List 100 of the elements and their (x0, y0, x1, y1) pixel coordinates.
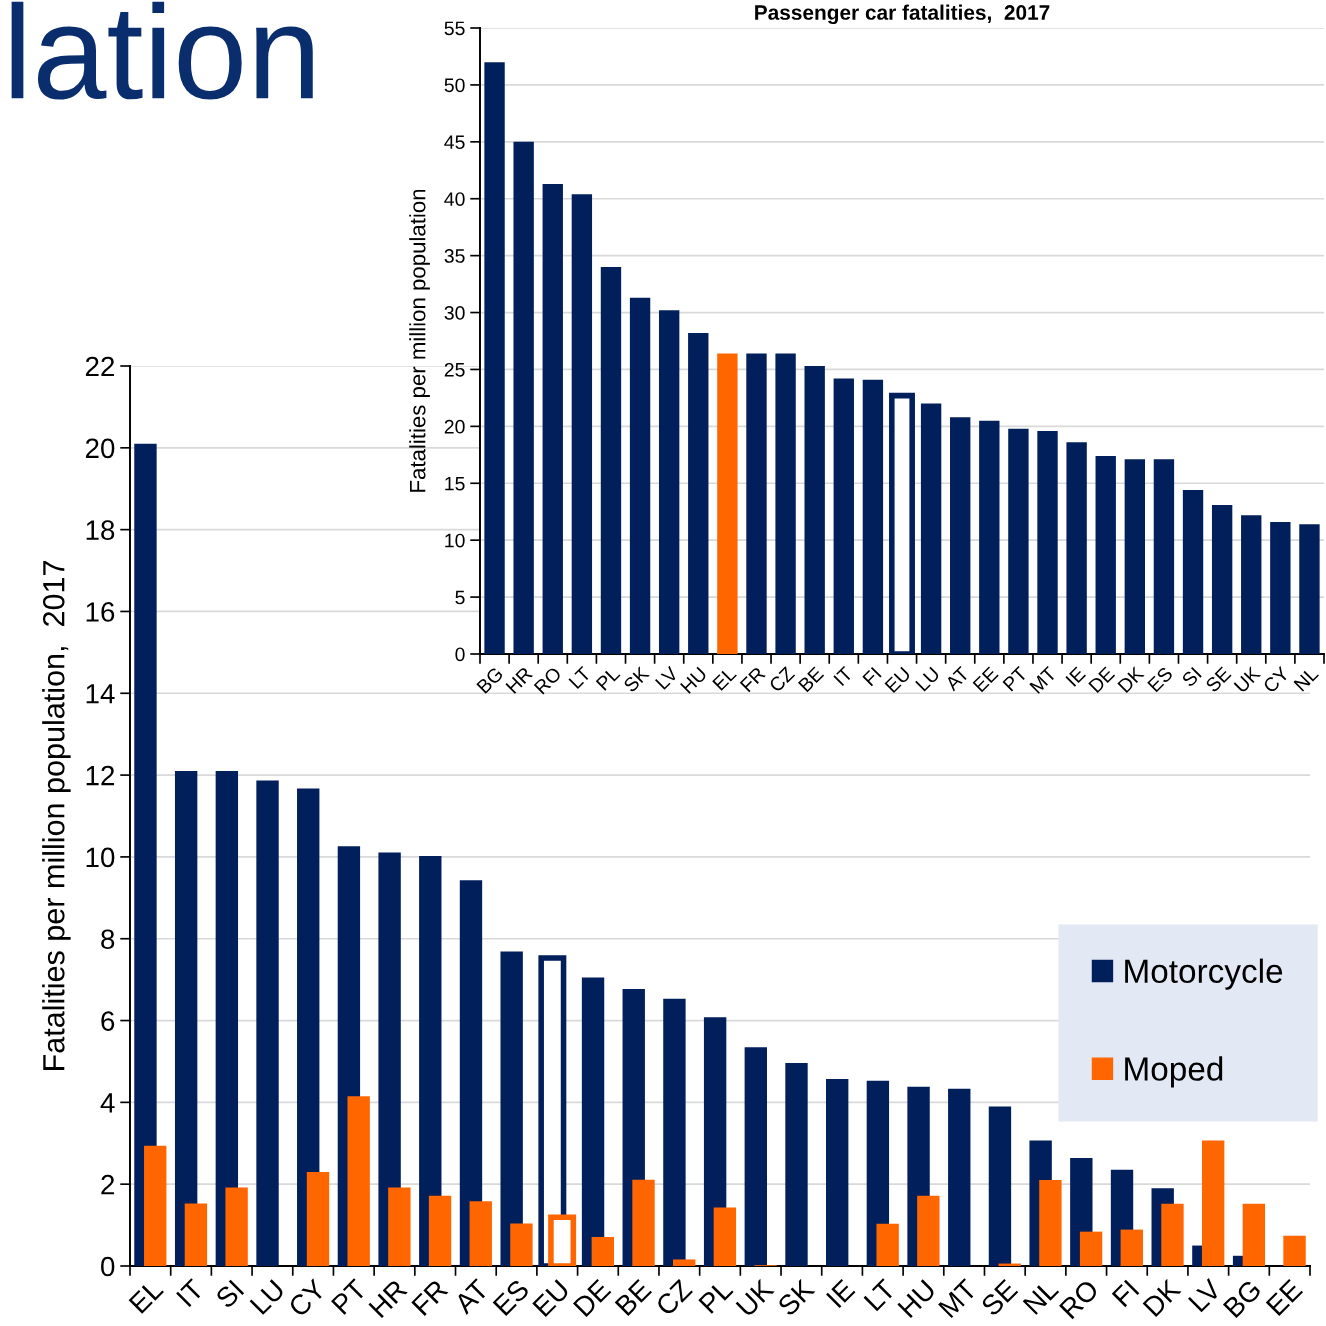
x-tick-label: CY (1262, 665, 1291, 694)
y-tick-label: 40 (444, 192, 465, 206)
bar (1079, 1231, 1103, 1266)
y-tick-label: 2 (101, 1174, 115, 1195)
y-tick-label: 20 (85, 438, 115, 459)
bar (306, 1171, 330, 1266)
bar (785, 1063, 808, 1266)
bar (428, 1195, 452, 1266)
bar (979, 420, 1000, 654)
y-tick-label: 5 (455, 590, 465, 605)
y-tick-label: 55 (444, 21, 465, 36)
bar (1120, 1229, 1143, 1266)
x-tick-label: FR (411, 1278, 449, 1316)
y-tick-label: 4 (100, 1093, 115, 1113)
x-tick-label: EU (884, 666, 912, 694)
bar (1037, 430, 1058, 654)
bar (1299, 524, 1320, 654)
bar (1095, 455, 1116, 654)
x-tick-label: UK (735, 1278, 775, 1318)
bar (469, 1201, 492, 1266)
x-tick-label: BG (1222, 1279, 1262, 1319)
bar (744, 1047, 767, 1266)
x-tick-label: CZ (654, 1278, 694, 1317)
y-tick-label: 15 (445, 476, 465, 491)
bar (347, 1096, 370, 1266)
x-tick-label: IE (1065, 666, 1086, 687)
bar (663, 998, 686, 1266)
x-tick-label: DK (1142, 1278, 1182, 1318)
y-tick-label: 0 (455, 647, 465, 662)
bar (256, 780, 279, 1266)
y-tick-label: 45 (444, 135, 465, 150)
bar (1283, 1235, 1306, 1266)
bar (804, 366, 825, 654)
x-tick-label: BE (614, 1278, 653, 1316)
x-tick-label: LT (863, 1278, 897, 1312)
bar (388, 1187, 411, 1266)
x-tick-label: HR (368, 1278, 408, 1319)
x-tick-label: IT (833, 665, 854, 687)
x-tick-label: FI (1111, 1279, 1140, 1308)
bar (1161, 1203, 1184, 1266)
x-tick-label: SK (622, 665, 651, 693)
bar (542, 183, 563, 654)
bar (629, 297, 651, 654)
bar (600, 267, 622, 654)
x-tick-label: PT (1002, 665, 1029, 692)
x-tick-label: PT (331, 1278, 368, 1315)
x-tick-label: FR (739, 666, 766, 693)
x-tick-label: CY (287, 1278, 328, 1318)
y-tick-label: 10 (445, 533, 465, 548)
bar (876, 1223, 899, 1266)
x-tick-label: HU (680, 666, 708, 694)
y-tick-label: 50 (444, 78, 465, 93)
bar (1201, 1140, 1225, 1266)
x-tick-label: SI (214, 1279, 245, 1310)
x-tick-label: LV (655, 665, 680, 690)
y-axis-title: Fatalities per million population (409, 189, 430, 492)
x-tick-label: BE (797, 666, 825, 693)
x-tick-label: FI (862, 666, 882, 687)
x-tick-label: DK (1117, 665, 1145, 694)
y-tick-label: 35 (444, 249, 465, 263)
legend-label: Motorcycle (1125, 958, 1283, 990)
y-tick-label: 20 (444, 419, 465, 434)
bar (134, 443, 157, 1266)
y-tick-label: 25 (444, 362, 465, 377)
x-tick-label: EE (972, 666, 999, 693)
bar (144, 1145, 167, 1266)
bar (833, 378, 854, 654)
x-tick-label: HR (505, 666, 533, 694)
x-tick-label: RO (1058, 1278, 1100, 1320)
bar (513, 141, 534, 654)
bar (862, 379, 884, 654)
x-tick-label: LU (915, 666, 941, 692)
bar (673, 1259, 696, 1266)
x-tick-label: EU (532, 1279, 571, 1318)
bar (1270, 521, 1291, 654)
y-axis-title: Fatalities per million population, 2017 (42, 561, 71, 1070)
x-tick-label: SK (776, 1277, 816, 1317)
bar (1066, 442, 1087, 654)
y-tick-label: 16 (86, 602, 115, 622)
x-tick-label: RO (533, 666, 563, 695)
bar (571, 194, 593, 654)
bar (658, 310, 680, 654)
text: lation (11, 1, 313, 100)
x-tick-label: LV (1188, 1277, 1223, 1313)
bar (948, 1088, 971, 1266)
bar (688, 333, 709, 654)
x-tick-label: IT (176, 1278, 205, 1307)
bar (500, 951, 523, 1266)
y-tick-label: 8 (101, 929, 115, 950)
x-tick-label: DE (572, 1278, 612, 1318)
x-tick-label: MT (938, 1278, 978, 1319)
x-tick-label: AT (944, 665, 970, 692)
y-tick-label: 6 (101, 1011, 115, 1031)
bar (510, 1223, 533, 1266)
x-tick-label: PL (698, 1278, 734, 1314)
y-tick-label: 10 (86, 847, 115, 868)
bar (746, 353, 767, 654)
bar (184, 1203, 208, 1266)
x-tick-label: PL (595, 666, 621, 691)
x-tick-label: IE (826, 1278, 856, 1309)
